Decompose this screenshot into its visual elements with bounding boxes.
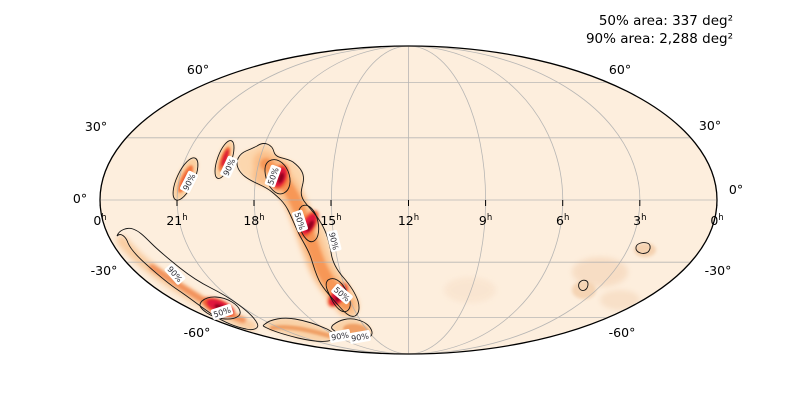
dec-label-left-60: 60° — [187, 62, 209, 77]
dec-label-right-m60: -60° — [609, 325, 636, 340]
area-90-text: 90% area: 2,288 deg² — [586, 31, 733, 47]
ra-label-18h: 18h — [243, 213, 264, 228]
contour-90-southwest-arc — [116, 227, 259, 331]
dec-label-right-60: 60° — [609, 62, 631, 77]
dec-label-left-m30: -30° — [91, 263, 118, 278]
ra-axis-labels: 0h 21h 18h 15h 12h 9h 6h 3h 0h — [93, 213, 723, 228]
ra-label-6h: 6h — [556, 213, 569, 228]
dec-label-right-m30: -30° — [705, 263, 732, 278]
ra-label-9h: 9h — [479, 213, 492, 228]
ra-label-12h: 12h — [398, 213, 419, 228]
ra-label-21h: 21h — [166, 213, 187, 228]
contour-50-tail — [325, 278, 351, 313]
ra-tick-marks — [99, 200, 718, 206]
ra-label-15h: 15h — [320, 213, 341, 228]
contour-labels: 90% 90% 50% 50% 90% 50% 50% 90% 90% 90% — [164, 155, 371, 344]
ra-label-0h-left: 0h — [93, 213, 106, 228]
contour-50-southwest — [199, 296, 241, 320]
contour-90-tiny-southeast — [578, 279, 589, 291]
ra-label-0h-right: 0h — [710, 213, 723, 228]
contour-50-head — [264, 159, 291, 195]
ra-label-3h: 3h — [633, 213, 646, 228]
dec-label-left-30: 30° — [85, 119, 107, 134]
contour-label: 90% — [327, 231, 340, 251]
area-50-text: 50% area: 337 deg² — [599, 13, 733, 29]
dec-label-right-0: 0° — [729, 182, 743, 197]
contour-90-main — [236, 143, 360, 317]
contour-label: 90% — [331, 330, 350, 342]
dec-axis-labels: 60° 30° 0° -30° -60° 60° 30° 0° -30° -60… — [73, 62, 743, 340]
contour-label: 90% — [351, 331, 370, 343]
credible-area-annotation: 50% area: 337 deg² 90% area: 2,288 deg² — [586, 13, 733, 47]
contour-90-tiny-east — [635, 242, 651, 254]
dec-label-left-m60: -60° — [184, 325, 211, 340]
main-banana-density — [236, 143, 359, 317]
dec-label-right-30: 30° — [699, 118, 721, 133]
dec-label-left-0: 0° — [73, 191, 87, 206]
